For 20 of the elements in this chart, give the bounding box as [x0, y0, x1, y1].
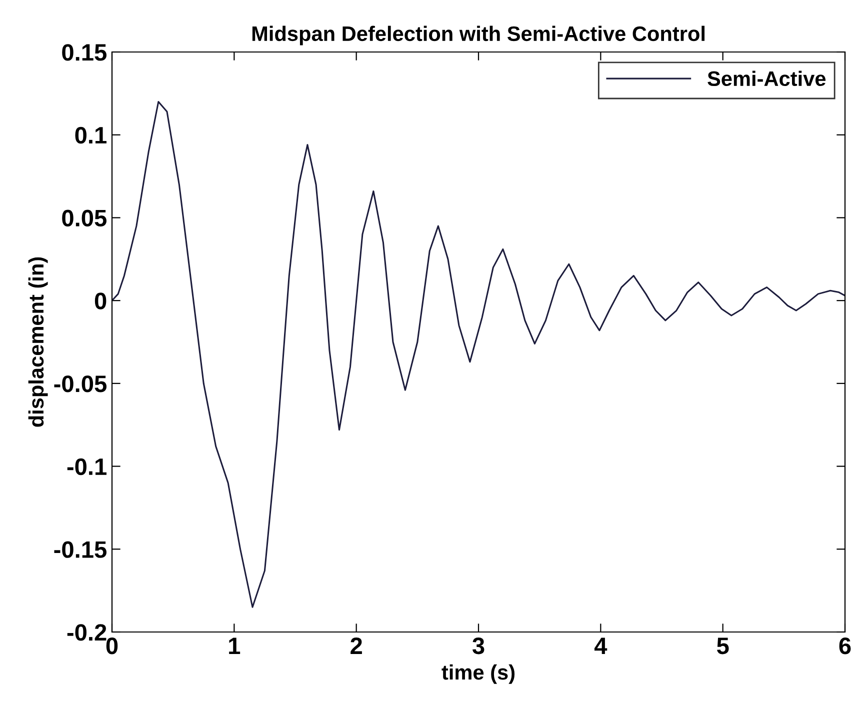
line-series: [112, 100, 845, 608]
y-axis-title: displacement (in): [28, 257, 48, 427]
legend-label: Semi-Active: [708, 70, 826, 86]
y-tick-label: 0.1: [75, 126, 106, 144]
y-tick-label: -0.1: [67, 458, 106, 476]
x-tick-label: 0: [106, 637, 118, 654]
chart-title: Midspan Defelection with Semi-Active Control: [252, 26, 704, 46]
x-tick-label: 3: [472, 637, 484, 654]
y-tick-label: -0.05: [54, 375, 106, 392]
x-axis-title: time (s): [442, 664, 515, 684]
y-tick-label: -0.2: [67, 624, 106, 641]
x-tick-label: 4: [594, 638, 608, 654]
x-tick-label: 1: [229, 638, 240, 654]
x-tick-label: 6: [839, 637, 851, 654]
x-tick-label: 2: [350, 637, 362, 654]
y-tick-label: 0.15: [62, 44, 106, 61]
y-tick-label: -0.15: [54, 541, 106, 558]
y-tick-label: 0: [94, 292, 106, 310]
y-tick-label: 0.05: [62, 210, 106, 226]
x-tick-label: 5: [716, 638, 729, 654]
